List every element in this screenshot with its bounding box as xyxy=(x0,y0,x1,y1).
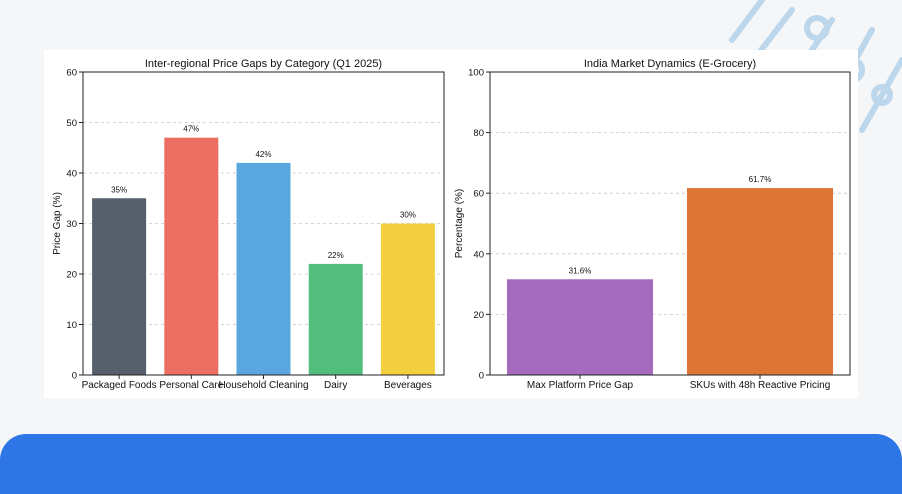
y-tick-label: 100 xyxy=(468,68,484,79)
data-label: 30% xyxy=(400,211,416,220)
category-label: Household Cleaning xyxy=(218,380,308,391)
y-tick-label: 60 xyxy=(66,68,77,79)
bar-2 xyxy=(164,137,219,375)
chart-2: 31.6% Max Platform Price Gap 61.7% SKUs wit… xyxy=(454,58,851,391)
category-label: Max Platform Price Gap xyxy=(527,380,634,391)
bar-4 xyxy=(308,263,363,375)
y-tick-label: 10 xyxy=(66,320,77,331)
data-label: 22% xyxy=(328,251,344,260)
chart-figure: 35% Packaged Foods 47% Personal Care 42% Hous… xyxy=(44,50,858,398)
category-label: Dairy xyxy=(324,380,347,391)
y-tick-label: 50 xyxy=(66,118,77,129)
data-label: 47% xyxy=(183,125,199,134)
chart-title: India Market Dynamics (E-Grocery) xyxy=(584,58,756,70)
category-label: Personal Care xyxy=(159,380,223,391)
y-tick-label: 30 xyxy=(66,219,77,230)
chart-title: Inter-regional Price Gaps by Category (Q… xyxy=(145,58,382,70)
category-label: Beverages xyxy=(384,380,432,391)
bar-2 xyxy=(687,188,833,375)
y-axis-label: Price Gap (%) xyxy=(52,192,63,255)
y-tick-label: 40 xyxy=(66,169,77,180)
chart-1: 35% Packaged Foods 47% Personal Care 42% Hous… xyxy=(52,58,445,391)
y-tick-label: 60 xyxy=(473,189,484,200)
y-tick-label: 0 xyxy=(72,371,77,382)
category-label: Packaged Foods xyxy=(82,380,157,391)
chart-canvas: 35% Packaged Foods 47% Personal Care 42% Hous… xyxy=(52,58,851,391)
category-label: SKUs with 48h Reactive Pricing xyxy=(690,380,831,391)
footer-band xyxy=(0,434,902,494)
plot-frame xyxy=(489,71,851,376)
y-tick-label: 20 xyxy=(473,310,484,321)
bar-1 xyxy=(507,279,653,375)
y-axis-label: Percentage (%) xyxy=(454,189,465,258)
y-tick-label: 0 xyxy=(479,371,484,382)
data-label: 31.6% xyxy=(569,266,592,275)
data-label: 35% xyxy=(111,185,127,194)
data-label: 42% xyxy=(255,150,271,159)
bar-1 xyxy=(92,198,147,375)
y-tick-label: 20 xyxy=(66,270,77,281)
data-label: 61.7% xyxy=(749,175,772,184)
y-tick-label: 80 xyxy=(473,128,484,139)
y-tick-label: 40 xyxy=(473,249,484,260)
bar-3 xyxy=(236,162,291,375)
bar-5 xyxy=(380,223,435,375)
